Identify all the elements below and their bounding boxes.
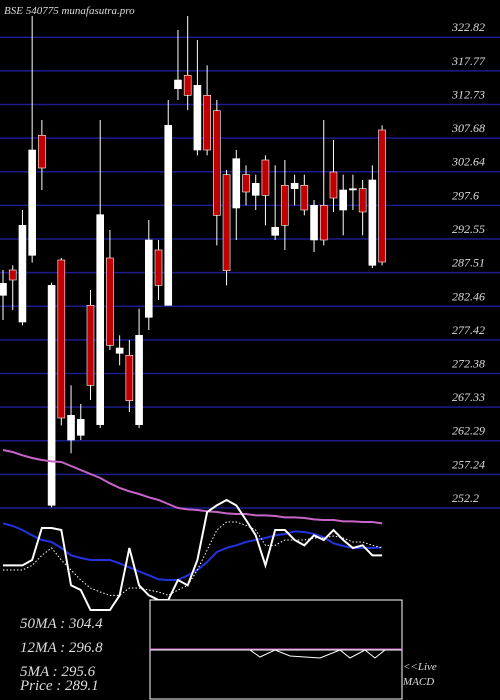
candle-body (261, 159, 270, 196)
candle-body (310, 205, 318, 241)
candle-body (0, 283, 7, 296)
y-tick-label: 272.38 (452, 356, 485, 370)
candle-body (290, 183, 299, 189)
y-tick-label: 287.51 (452, 256, 485, 270)
y-tick-label: 312.73 (451, 87, 485, 101)
y-tick-label: 317.77 (451, 54, 486, 68)
candle-body (300, 185, 309, 211)
indicator-line (2, 449, 383, 525)
candle-body (242, 174, 250, 193)
candle-body (47, 285, 56, 506)
candle-body (368, 179, 377, 266)
candle-body (18, 225, 27, 323)
y-tick-label: 262.29 (452, 424, 485, 438)
candle-body (222, 174, 231, 271)
y-tick-label: 322.82 (451, 20, 485, 34)
candle-body (329, 171, 338, 199)
candle-body (339, 189, 348, 211)
y-tick-label: 292.55 (452, 222, 485, 236)
legend-text: 12MA : 296.8 (20, 640, 103, 656)
candle-body (86, 305, 95, 386)
candle-body (203, 95, 211, 151)
candle-body (96, 214, 104, 425)
legend-text: 5MA : 295.6 (20, 664, 96, 680)
legend-text: Price : 289.1 (19, 678, 99, 694)
indicator-line (3, 521, 383, 596)
y-tick-label: 277.42 (452, 323, 485, 337)
y-tick-label: 282.46 (452, 289, 485, 303)
candle-body (378, 129, 386, 263)
legend-text: 50MA : 304.4 (20, 616, 103, 632)
candle-body (271, 227, 279, 236)
candle-body (183, 75, 192, 96)
candle-body (281, 185, 289, 226)
candle-body (145, 239, 153, 318)
candle-body (251, 183, 260, 196)
candle-body (57, 259, 66, 419)
candle-body (135, 335, 143, 425)
chart-title: BSE 540775 munafasutra.pro (4, 5, 135, 17)
candle-body (213, 110, 221, 216)
y-tick-label: 257.24 (452, 457, 485, 471)
candle-body (125, 355, 134, 401)
candle-body (232, 158, 241, 209)
y-tick-label: 267.33 (452, 390, 485, 404)
candle-body (28, 149, 36, 256)
y-tick-label: 302.64 (451, 155, 485, 169)
candle-body (349, 188, 357, 191)
candle-body (193, 85, 202, 151)
candle-body (106, 257, 114, 346)
candle-body (358, 188, 367, 213)
candle-body (38, 135, 46, 169)
candle-body (67, 415, 75, 441)
candle-body (319, 205, 328, 241)
macd-line (150, 649, 402, 659)
y-tick-label: 297.6 (452, 188, 479, 202)
panel-text: MACD (402, 676, 434, 688)
y-tick-label: 307.68 (451, 121, 485, 135)
candle-body (115, 347, 124, 354)
candle-body (164, 125, 173, 306)
candle-body (154, 249, 163, 286)
candle-body (8, 269, 17, 281)
candle-body (76, 419, 85, 436)
y-tick-label: 252.2 (452, 491, 479, 505)
panel-text: <<Live (403, 661, 437, 673)
candle-body (174, 79, 182, 89)
